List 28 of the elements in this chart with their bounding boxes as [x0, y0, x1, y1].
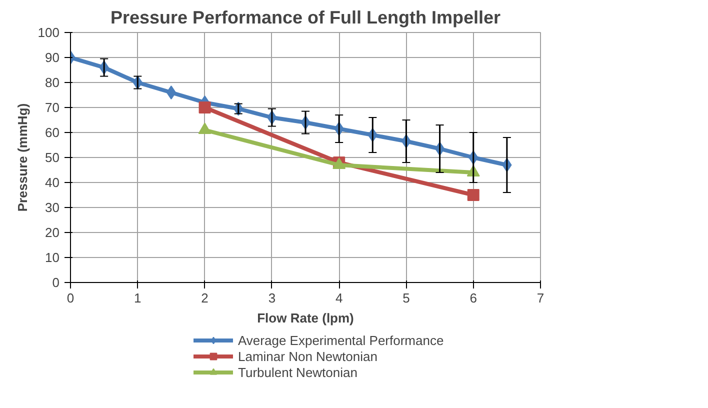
- y-tick-label: 100: [38, 25, 60, 40]
- x-tick-label: 5: [402, 290, 410, 306]
- y-tick-label: 10: [45, 250, 60, 265]
- point: [166, 86, 176, 100]
- x-tick-label: 2: [201, 290, 208, 306]
- point: [198, 102, 211, 114]
- x-tick-label: 7: [536, 290, 544, 306]
- y-tick-label: 60: [45, 125, 60, 140]
- x-tick-label: 1: [134, 290, 142, 306]
- y-tick-label: 90: [45, 50, 60, 65]
- legend-label: Average Experimental Performance: [238, 332, 444, 348]
- legend-label: Laminar Non Newtonian: [238, 348, 378, 364]
- y-tick-label: 0: [52, 275, 60, 290]
- legend-label: Turbulent Newtonian: [238, 364, 358, 380]
- point: [467, 189, 480, 201]
- x-tick-label: 4: [335, 290, 343, 306]
- y-axis-title: Pressure (mmHg): [14, 103, 30, 212]
- x-tick-label: 3: [268, 290, 276, 306]
- chart-title: Pressure Performance of Full Length Impeller: [110, 8, 501, 28]
- y-tick-label: 30: [45, 200, 60, 215]
- y-tick-label: 70: [45, 100, 60, 115]
- y-tick-label: 50: [45, 150, 60, 165]
- x-axis-title: Flow Rate (lpm): [257, 310, 354, 326]
- y-tick-label: 40: [45, 175, 60, 190]
- y-tick-label: 20: [45, 225, 60, 240]
- x-tick-label: 0: [66, 290, 74, 306]
- y-tick-label: 80: [45, 75, 60, 90]
- x-tick-label: 6: [470, 290, 477, 306]
